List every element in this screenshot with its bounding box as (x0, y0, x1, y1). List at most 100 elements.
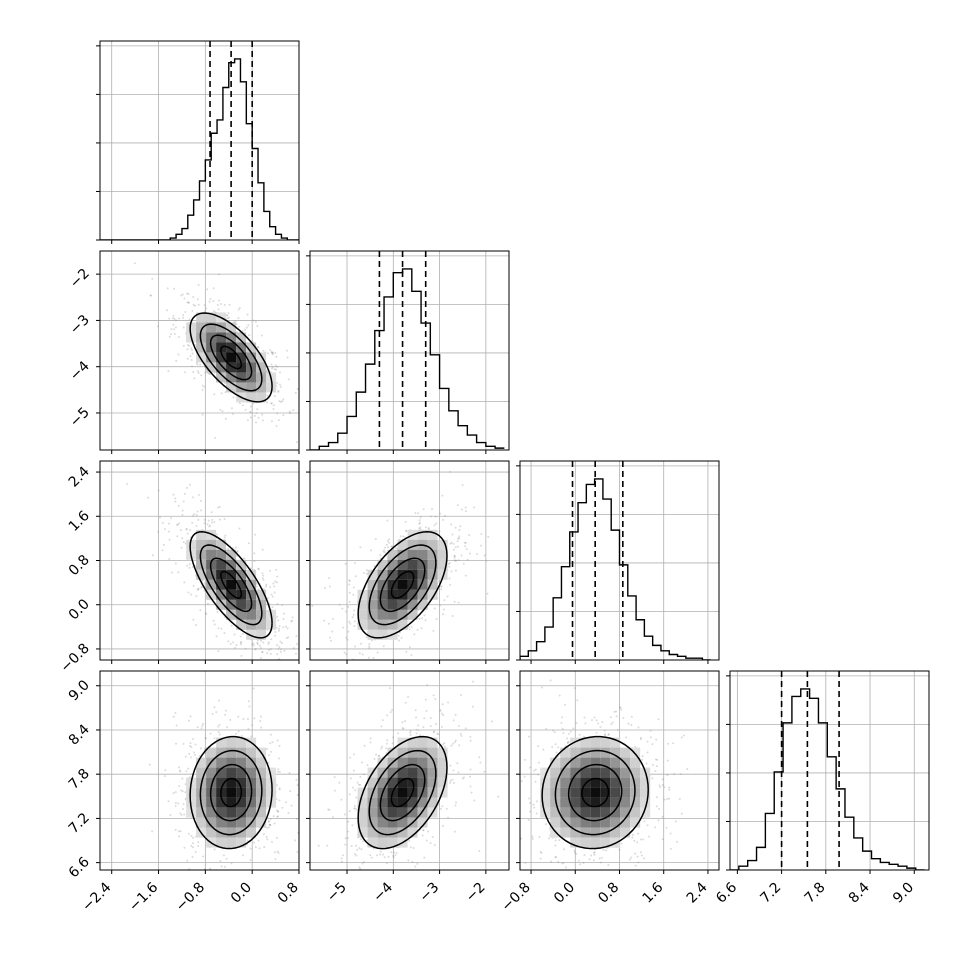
sample-point (583, 735, 586, 738)
sample-point (222, 854, 225, 857)
panel-frame (309, 460, 510, 661)
sample-point (224, 534, 227, 537)
sample-point (191, 349, 194, 352)
density-cell (226, 767, 237, 778)
sample-point (265, 370, 268, 373)
sample-point (265, 835, 268, 838)
sample-point (229, 718, 232, 721)
sample-point (529, 810, 532, 813)
sample-point (549, 679, 552, 682)
sample-point (269, 824, 272, 827)
sample-point (272, 408, 275, 411)
sample-point (661, 778, 664, 781)
sample-point (348, 583, 351, 586)
sample-point (334, 920, 336, 922)
sample-point (271, 668, 273, 670)
sample-point (434, 698, 437, 701)
sample-point (407, 625, 410, 628)
sample-point (305, 672, 307, 674)
sample-point (175, 724, 178, 727)
sample-point (252, 687, 255, 690)
sample-point (161, 549, 164, 552)
sample-point (262, 574, 265, 577)
density-cell (256, 757, 267, 768)
sample-point (227, 640, 230, 643)
sample-point (577, 859, 580, 862)
sample-point (271, 352, 274, 355)
sample-point (361, 840, 364, 843)
sample-point (418, 521, 421, 524)
sample-point (537, 761, 540, 764)
sample-point (472, 680, 475, 683)
sample-point (198, 754, 201, 757)
sample-point (368, 645, 371, 648)
y-tick-label: −2 (67, 266, 93, 292)
density-cell (580, 737, 591, 748)
sample-point (443, 599, 446, 602)
density-cell (246, 382, 257, 393)
sample-point (257, 416, 260, 419)
sample-point (211, 518, 214, 521)
density-cell (640, 807, 651, 818)
density-cell (387, 747, 398, 758)
sample-point (666, 774, 669, 777)
sample-point (357, 897, 359, 899)
sample-point (348, 580, 351, 583)
sample-point (478, 850, 481, 853)
sample-point (566, 741, 569, 744)
sample-point (255, 585, 258, 588)
sample-point (680, 736, 683, 739)
sample-point (668, 797, 671, 800)
density-cell (417, 757, 428, 768)
sample-point (407, 859, 410, 862)
sample-point (276, 615, 279, 618)
y-tick-label: 7.8 (66, 766, 93, 793)
sample-point (595, 731, 598, 734)
sample-point (257, 567, 260, 570)
sample-point (263, 662, 265, 664)
density-cell (580, 837, 591, 848)
sample-point (456, 762, 459, 765)
density-cell (196, 322, 207, 333)
sample-point (602, 848, 605, 851)
density-cell (367, 589, 378, 600)
sample-point (187, 293, 190, 296)
density-cell (226, 372, 237, 383)
sample-point (455, 559, 458, 562)
sample-point (442, 613, 445, 616)
sample-point (219, 303, 222, 306)
sample-point (415, 732, 418, 735)
sample-point (469, 735, 472, 738)
sample-point (195, 514, 198, 517)
density-cell (377, 579, 388, 590)
histogram-panel-2 (516, 460, 720, 664)
sample-point (348, 810, 351, 813)
x-tick-label: 0.8 (595, 880, 622, 907)
sample-point (397, 639, 400, 642)
sample-point (274, 580, 277, 583)
sample-point (226, 726, 229, 729)
density-cell (610, 797, 621, 808)
sample-point (442, 518, 445, 521)
sample-point (389, 687, 392, 690)
sample-point (275, 784, 278, 787)
sample-point (194, 623, 197, 626)
sample-point (301, 809, 303, 811)
sample-point (524, 861, 527, 864)
sample-point (386, 714, 389, 717)
density-cell (540, 797, 551, 808)
sample-point (186, 348, 189, 351)
sample-point (539, 857, 542, 860)
density-cell (186, 539, 197, 550)
density-cell (550, 807, 561, 818)
sample-point (218, 273, 221, 276)
sample-point (299, 759, 301, 761)
sample-point (562, 848, 565, 851)
sample-point (446, 595, 449, 598)
y-tick-label: 0.0 (66, 596, 93, 623)
panel-frame (519, 460, 720, 661)
sample-point (423, 856, 426, 859)
sample-point (527, 735, 530, 738)
histogram-panel-3: 6.6 7.2 7.8 8.4 9.0 (713, 670, 930, 907)
sample-point (184, 783, 187, 786)
